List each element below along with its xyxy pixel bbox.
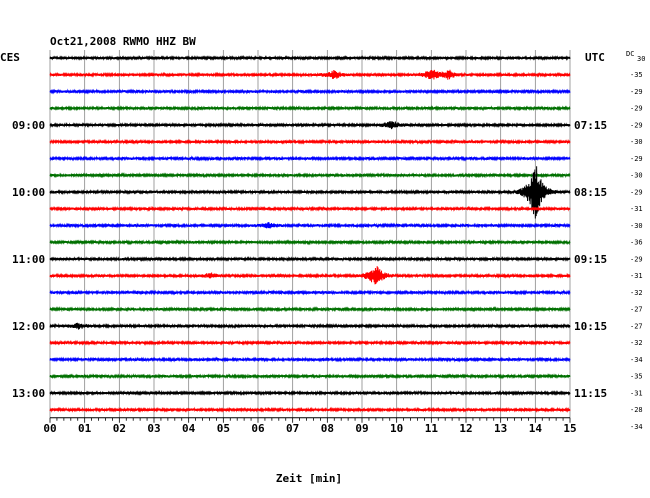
dc-offset-label: -29 (630, 155, 643, 163)
dc-offset-label: -29 (630, 121, 643, 129)
dc-offset-label: -29 (630, 255, 643, 263)
left-hour-label: 10:00 (12, 186, 45, 199)
dc-top-value: 30 (637, 55, 645, 63)
trace-row-3 (49, 105, 571, 112)
right-hour-label: 09:15 (574, 253, 607, 266)
dc-offset-label: -31 (630, 389, 643, 397)
trace-row-11 (49, 239, 571, 246)
right-timezone-label: UTC (585, 51, 605, 64)
x-tick-label: 08 (321, 422, 334, 435)
x-tick-label: 13 (494, 422, 507, 435)
x-tick-label: 09 (355, 422, 368, 435)
x-tick-label: 10 (390, 422, 403, 435)
dc-offset-label: -32 (630, 339, 643, 347)
trace-row-9 (49, 205, 571, 212)
trace-row-8 (49, 166, 571, 219)
x-tick-label: 00 (43, 422, 56, 435)
trace-row-12 (49, 255, 571, 263)
dc-offset-label: -27 (630, 322, 643, 330)
x-tick-label: 04 (182, 422, 196, 435)
trace-row-20 (49, 389, 571, 397)
x-tick-label: 01 (78, 422, 92, 435)
dc-offset-label: -36 (630, 239, 643, 247)
x-tick-label: 11 (425, 422, 439, 435)
dc-offset-label: -29 (630, 105, 643, 113)
traces (49, 54, 571, 413)
right-hour-label: 11:15 (574, 387, 607, 400)
grid (49, 50, 571, 423)
dc-offset-label: -32 (630, 289, 643, 297)
dc-offset-label: -34 (630, 423, 643, 431)
dc-offset-label: -31 (630, 272, 643, 280)
trace-row-14 (49, 289, 571, 296)
trace-row-17 (49, 339, 571, 346)
trace-row-21 (49, 406, 571, 413)
dc-offset-label: -35 (630, 373, 643, 381)
trace-row-16 (49, 322, 571, 330)
left-hour-label: 09:00 (12, 119, 45, 132)
dc-offset-label: -30 (630, 222, 643, 230)
x-tick-label: 14 (529, 422, 543, 435)
trace-row-6 (49, 155, 571, 162)
dc-offset-label: -28 (630, 406, 643, 414)
x-tick-label: 12 (459, 422, 472, 435)
x-tick-label: 05 (217, 422, 230, 435)
dc-offset-label: -29 (630, 88, 643, 96)
x-tick-label: 06 (251, 422, 265, 435)
dc-offset-label: -27 (630, 306, 643, 314)
x-tick-label: 03 (147, 422, 160, 435)
trace-row-4 (49, 121, 571, 130)
dc-offset-label: -29 (630, 188, 643, 196)
trace-row-5 (49, 138, 571, 145)
trace-row-1 (49, 69, 571, 80)
right-hour-label: 08:15 (574, 186, 607, 199)
trace-row-0 (49, 54, 571, 62)
left-hour-label: 13:00 (12, 387, 45, 400)
trace-row-15 (49, 306, 571, 313)
trace-row-2 (49, 88, 571, 95)
x-axis-label: Zeit [min] (276, 472, 342, 485)
trace-row-13 (49, 266, 571, 285)
trace-row-10 (49, 222, 571, 229)
right-hour-label: 07:15 (574, 119, 607, 132)
chart-title: Oct21,2008 RWMO HHZ BW (50, 35, 196, 48)
left-hour-label: 11:00 (12, 253, 45, 266)
dc-label: DC (626, 50, 634, 58)
labels: 00 01 02 03 04 05 06 07 08 09 10 11 12 13 14 15 09:00 10:… (12, 71, 643, 435)
trace-row-7 (49, 172, 571, 179)
x-tick-label: 07 (286, 422, 299, 435)
dc-offset-label: -30 (630, 138, 643, 146)
x-tick-label: 02 (113, 422, 126, 435)
trace-row-19 (49, 373, 571, 380)
trace-row-18 (49, 356, 571, 363)
dc-offset-label: -34 (630, 356, 643, 364)
left-hour-label: 12:00 (12, 320, 45, 333)
x-tick-label: 15 (563, 422, 576, 435)
left-timezone-label: CES (0, 51, 20, 64)
dc-offset-label: -35 (630, 71, 643, 79)
dc-offset-label: -31 (630, 205, 643, 213)
dc-offset-label: -30 (630, 172, 643, 180)
right-hour-label: 10:15 (574, 320, 607, 333)
